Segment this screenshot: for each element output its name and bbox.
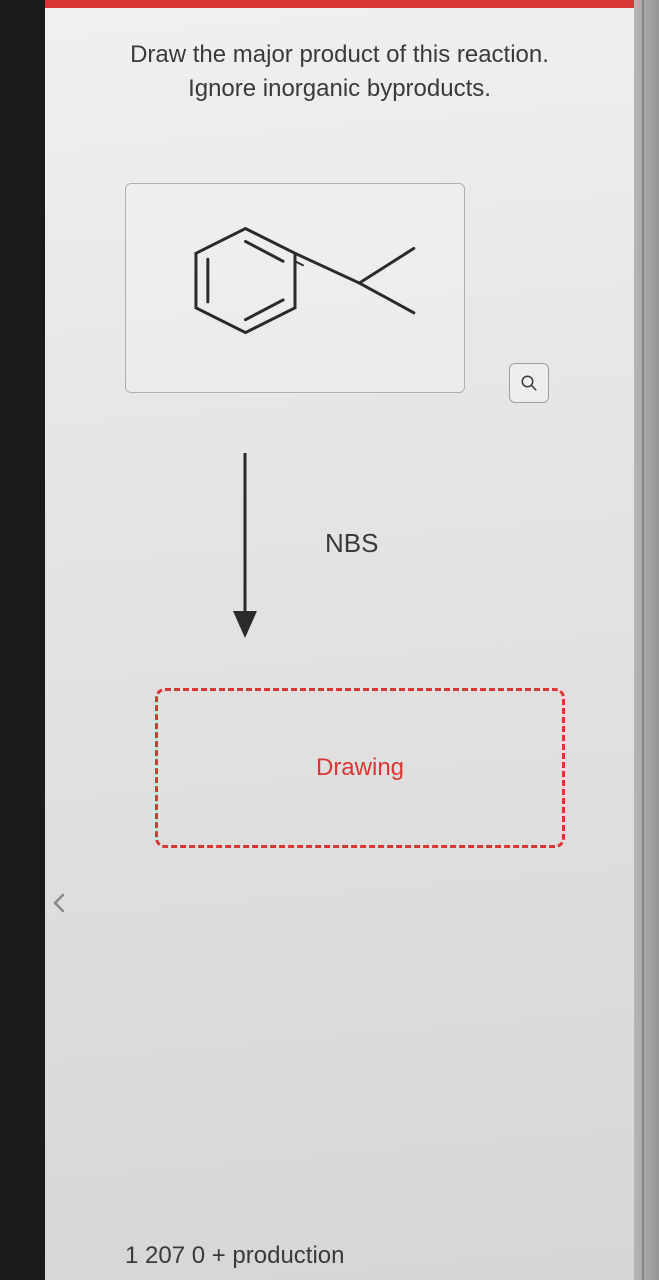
right-edge-frame <box>634 0 659 1280</box>
reactant-structure-box[interactable] <box>125 183 465 393</box>
left-edge-frame <box>0 0 45 1280</box>
main-content: Draw the major product of this reaction.… <box>45 8 634 1280</box>
question-prompt: Draw the major product of this reaction.… <box>70 38 609 105</box>
question-line2: Ignore inorganic byproducts. <box>188 75 491 102</box>
top-accent-bar <box>0 0 659 8</box>
nav-back-button[interactable] <box>45 878 75 928</box>
reagent-label: NBS <box>325 528 378 559</box>
drawing-placeholder-label: Drawing <box>316 754 404 782</box>
zoom-icon <box>520 374 538 392</box>
chevron-left-icon <box>48 891 72 915</box>
reaction-arrow <box>215 443 275 643</box>
question-line1: Draw the major product of this reaction. <box>130 41 549 68</box>
zoom-button[interactable] <box>509 363 549 403</box>
version-footer: 1 207 0 + production <box>125 1242 345 1270</box>
drawing-answer-box[interactable]: Drawing <box>155 688 565 848</box>
chemical-structure-svg <box>126 184 464 392</box>
